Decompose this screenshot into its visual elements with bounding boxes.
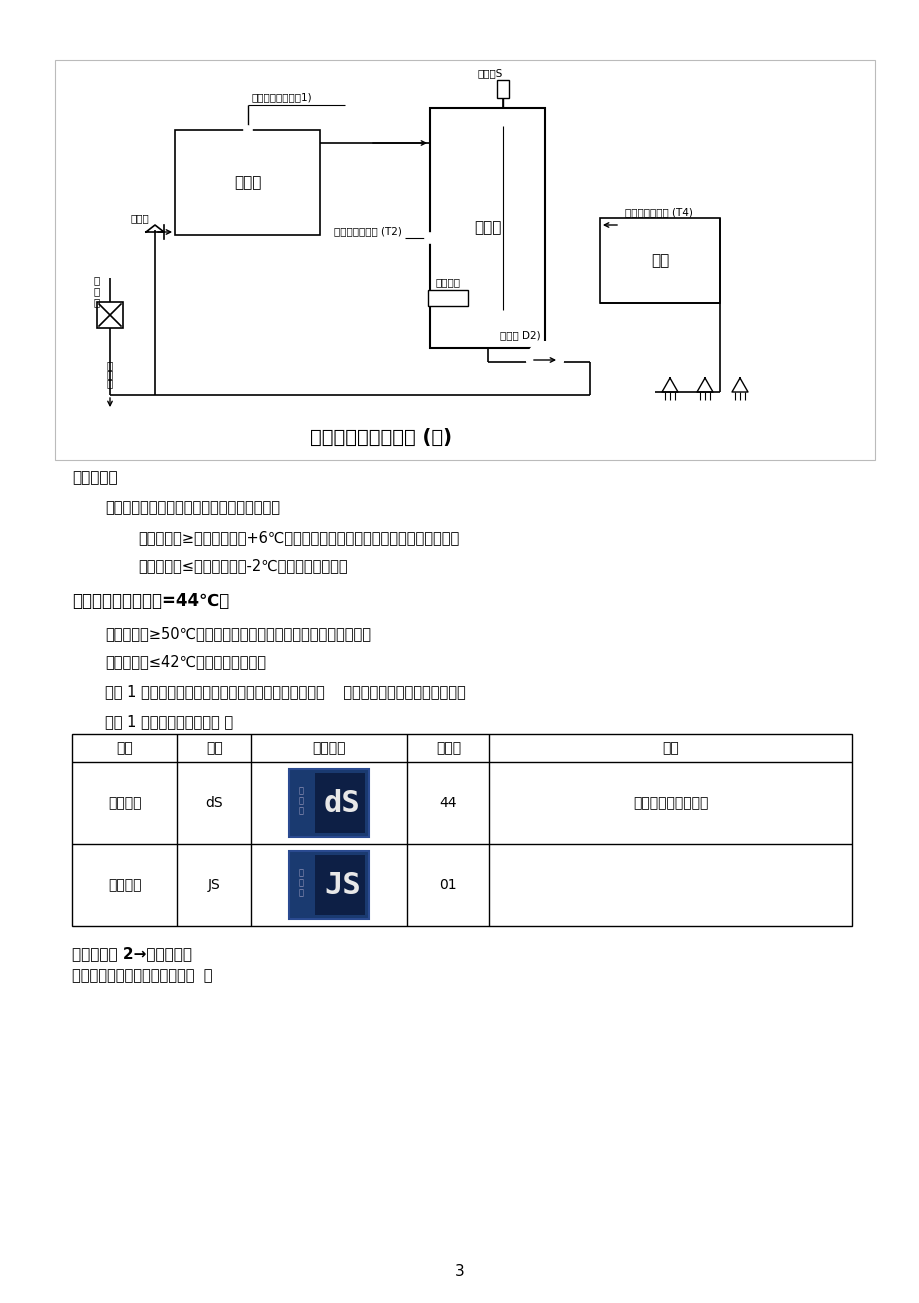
Text: 工作过程：: 工作过程： [72, 470, 118, 486]
Text: 用水温度传感器 (T4): 用水温度传感器 (T4) [624, 207, 692, 218]
Bar [496, 79, 508, 98]
Circle shape [244, 126, 252, 134]
Bar [429, 108, 544, 348]
Bar [314, 855, 364, 915]
Bar [96, 302, 123, 328]
Text: JS: JS [208, 878, 221, 893]
Text: 3: 3 [455, 1264, 464, 1280]
Text: 用水: 用水 [650, 253, 668, 268]
Circle shape [527, 341, 562, 378]
Text: 设定水温: 设定水温 [108, 796, 142, 810]
Circle shape [425, 233, 435, 242]
Text: 集热器温度≥【设定水温】+6℃时，加水阀打开，用冷水将热水顶入热水箱，: 集热器温度≥【设定水温】+6℃时，加水阀打开，用冷水将热水顶入热水箱， [138, 530, 459, 546]
Text: 模式 1 不会执行初循环和温差循环，是简化的运行模式    ，一般在水箱配置较大时应用；: 模式 1 不会执行初循环和温差循环，是简化的运行模式 ，一般在水箱配置较大时应用… [105, 684, 465, 700]
Bar [289, 851, 369, 919]
Text: 设定值: 设定值 [436, 741, 460, 754]
Text: 代码: 代码 [206, 741, 222, 754]
Text: 水位探S: 水位探S [477, 68, 502, 78]
Text: 44: 44 [439, 796, 457, 810]
Text: 热水箱: 热水箱 [473, 220, 501, 236]
Text: 辅助加热: 辅助加热 [435, 278, 460, 287]
Text: 来: 来 [107, 369, 113, 379]
Text: 举例：【设定水温】=44℃，: 举例：【设定水温】=44℃， [72, 592, 229, 610]
Text: 集热器温度≤【设定水温】-2℃时，加水阀关闭；: 集热器温度≤【设定水温】-2℃时，加水阀关闭； [138, 559, 347, 573]
Text: 集热器温度≥50℃时，加水阀打开，用冷水将热水顶入热水箱；: 集热器温度≥50℃时，加水阀打开，用冷水将热水顶入热水箱； [105, 627, 370, 641]
Text: dS: dS [205, 796, 223, 810]
Circle shape [619, 220, 630, 231]
Text: 在此模式状态，系统只执行定温放水动作，：: 在此模式状态，系统只执行定温放水动作，： [105, 500, 279, 516]
Text: 水箱水温传感器 (T2): 水箱水温传感器 (T2) [334, 225, 402, 236]
Text: 集
热
器: 集 热 器 [298, 869, 302, 898]
Bar [72, 734, 851, 926]
Text: dS: dS [323, 790, 360, 818]
Text: 此模式下的集热系统原理图如下  ：: 此模式下的集热系统原理图如下 ： [72, 968, 212, 984]
Text: 集热系统产水的温度: 集热系统产水的温度 [632, 796, 708, 810]
Bar [289, 769, 369, 837]
Text: 显示符号: 显示符号 [312, 741, 346, 754]
Bar [55, 60, 874, 460]
Bar [427, 291, 468, 306]
Bar [175, 130, 320, 235]
Text: 集
热
器: 集 热 器 [298, 787, 302, 816]
Text: 参数: 参数 [116, 741, 133, 754]
Text: 模式 1 的主要参数设置参考 ：: 模式 1 的主要参数设置参考 ： [105, 714, 233, 730]
Text: JS: JS [323, 872, 360, 900]
Text: 单向阀: 单向阀 [130, 212, 149, 223]
Text: 01: 01 [439, 878, 457, 893]
Bar [314, 773, 364, 833]
Text: 集热器温度传感器1): 集热器温度传感器1) [252, 93, 312, 102]
Text: 水: 水 [107, 360, 113, 370]
Text: 循环泵 D2): 循环泵 D2) [499, 330, 540, 340]
Text: 自: 自 [107, 378, 113, 388]
Text: 集热器: 集热器 [233, 175, 261, 190]
Text: 集热工程应用示意图 (续): 集热工程应用示意图 (续) [310, 427, 451, 447]
Text: 集热器温度≤42℃时，加水阀关闭；: 集热器温度≤42℃时，加水阀关闭； [105, 654, 266, 670]
Text: 说明: 说明 [662, 741, 678, 754]
Text: 加: 加 [94, 297, 100, 308]
Text: 水: 水 [94, 285, 100, 296]
Text: （三）模式 2→温差循环：: （三）模式 2→温差循环： [72, 946, 192, 962]
Bar [599, 218, 720, 304]
Text: 集热模式: 集热模式 [108, 878, 142, 893]
Text: 阀: 阀 [94, 275, 100, 285]
